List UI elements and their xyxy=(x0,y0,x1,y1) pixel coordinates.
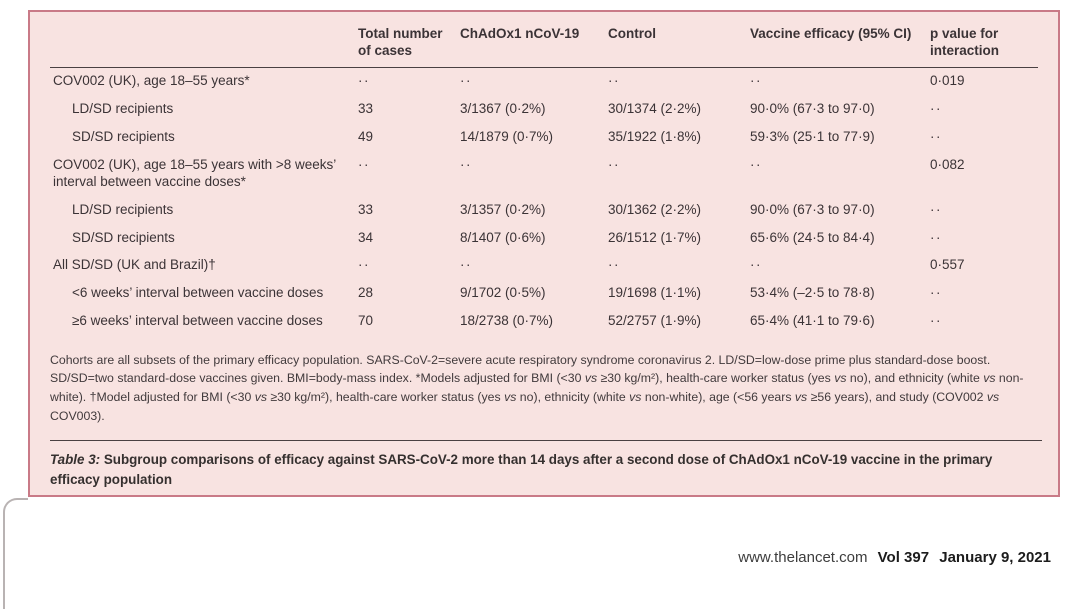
cell-value: 35/1922 (1·8%) xyxy=(608,129,702,144)
cell-value: ·· xyxy=(750,156,762,172)
table-row: All SD/SD (UK and Brazil)† ·· ·· ·· ·· 0·557 xyxy=(50,252,1038,280)
cell-value: ·· xyxy=(750,73,762,89)
cell-value: 9/1702 (0·5%) xyxy=(460,285,546,301)
cell-value: ·· xyxy=(930,201,942,217)
cell-value: ·· xyxy=(930,229,942,245)
cell-value: ·· xyxy=(608,156,620,172)
cell-value: ·· xyxy=(750,257,762,273)
cell-value: 33 xyxy=(358,201,374,217)
row-label: COV002 (UK), age 18–55 years with >8 wee… xyxy=(53,156,336,189)
cell-value: 0·082 xyxy=(930,156,965,172)
cell-value: 26/1512 (1·7%) xyxy=(608,229,702,245)
column-header-efficacy: Vaccine efficacy (95% CI) xyxy=(750,24,930,68)
table-row: ≥6 weeks’ interval between vaccine doses… xyxy=(50,308,1038,336)
cell-value: ·· xyxy=(460,257,472,273)
cell-value: 0·557 xyxy=(930,257,965,273)
row-label: COV002 (UK), age 18–55 years* xyxy=(53,73,250,89)
row-label: LD/SD recipients xyxy=(72,101,174,117)
cell-value: ·· xyxy=(930,129,942,144)
page-footer: www.thelancet.com Vol 397 January 9, 202… xyxy=(738,549,1051,566)
table-row: SD/SD recipients 34 8/1407 (0·6%) 26/1512 (… xyxy=(50,224,1038,252)
table-row: COV002 (UK), age 18–55 years with >8 wee… xyxy=(50,151,1038,196)
cell-value: 3/1367 (0·2%) xyxy=(460,101,546,117)
cell-value: 19/1698 (1·1%) xyxy=(608,285,702,301)
row-label: SD/SD recipients xyxy=(72,129,175,144)
cell-value: ·· xyxy=(358,257,370,273)
table-caption-number: Table 3: xyxy=(50,452,101,468)
efficacy-table: Total number of cases ChAdOx1 nCoV-19 Co… xyxy=(50,24,1038,336)
cell-value: ·· xyxy=(460,73,472,89)
column-header-total-cases: Total number of cases xyxy=(358,24,460,68)
cell-value: 34 xyxy=(358,229,374,245)
row-label: LD/SD recipients xyxy=(72,201,174,217)
cell-value: 90·0% (67·3 to 97·0) xyxy=(750,201,875,217)
column-header-empty xyxy=(50,24,358,68)
cell-value: ·· xyxy=(930,313,942,329)
cell-value: 3/1357 (0·2%) xyxy=(460,201,546,217)
cell-value: 30/1362 (2·2%) xyxy=(608,201,702,217)
cell-value: 28 xyxy=(358,285,374,301)
cell-value: ·· xyxy=(930,285,942,301)
row-label: <6 weeks’ interval between vaccine doses xyxy=(72,285,324,301)
cell-value: 70 xyxy=(358,313,374,329)
journal-url: www.thelancet.com xyxy=(738,549,868,566)
table-footnote: Cohorts are all subsets of the primary e… xyxy=(50,352,1024,423)
row-label: All SD/SD (UK and Brazil)† xyxy=(53,257,216,273)
cell-value: 49 xyxy=(358,129,374,144)
cell-value: 65·6% (24·5 to 84·4) xyxy=(750,229,875,245)
table-row: LD/SD recipients 33 3/1357 (0·2%) 30/1362 (… xyxy=(50,196,1038,224)
page-corner-decoration xyxy=(3,498,28,609)
cell-value: 59·3% (25·1 to 77·9) xyxy=(750,129,875,144)
table-caption: Table 3: Subgroup comparisons of efficac… xyxy=(50,440,1042,489)
cell-value: 8/1407 (0·6%) xyxy=(460,229,546,245)
table-header-row: Total number of cases ChAdOx1 nCoV-19 Co… xyxy=(50,24,1038,68)
cell-value: 65·4% (41·1 to 79·6) xyxy=(750,313,875,329)
table3-panel: Total number of cases ChAdOx1 nCoV-19 Co… xyxy=(28,10,1060,497)
table-row: <6 weeks’ interval between vaccine doses… xyxy=(50,280,1038,308)
cell-value: 33 xyxy=(358,101,374,117)
cell-value: 18/2738 (0·7%) xyxy=(460,313,554,329)
cell-value: 90·0% (67·3 to 97·0) xyxy=(750,101,875,117)
cell-value: ·· xyxy=(608,257,620,273)
table-row: SD/SD recipients 49 14/1879 (0·7%) 35/1922 … xyxy=(50,124,1038,152)
cell-value: 52/2757 (1·9%) xyxy=(608,313,702,329)
cell-value: 30/1374 (2·2%) xyxy=(608,101,702,117)
cell-value: 0·019 xyxy=(930,73,965,89)
cell-value: ·· xyxy=(358,73,370,89)
column-header-control: Control xyxy=(608,24,750,68)
cell-value: 53·4% (–2·5 to 78·8) xyxy=(750,285,875,301)
cell-value: 14/1879 (0·7%) xyxy=(460,129,554,144)
volume-label: Vol 397 xyxy=(877,549,930,566)
row-label: ≥6 weeks’ interval between vaccine doses xyxy=(72,313,323,329)
column-header-pvalue: p value for interaction xyxy=(930,24,1038,68)
table-caption-text: Subgroup comparisons of efficacy against… xyxy=(50,452,993,487)
cell-value: ·· xyxy=(460,156,472,172)
table-row: LD/SD recipients 33 3/1367 (0·2%) 30/1374 (… xyxy=(50,96,1038,124)
issue-date: January 9, 2021 xyxy=(939,549,1051,566)
cell-value: ·· xyxy=(930,101,942,117)
cell-value: ·· xyxy=(358,156,370,172)
column-header-chadox: ChAdOx1 nCoV-19 xyxy=(460,24,608,68)
row-label: SD/SD recipients xyxy=(72,229,175,245)
cell-value: ·· xyxy=(608,73,620,89)
table-row: COV002 (UK), age 18–55 years* ·· ·· ·· ·· 0·0… xyxy=(50,67,1038,95)
